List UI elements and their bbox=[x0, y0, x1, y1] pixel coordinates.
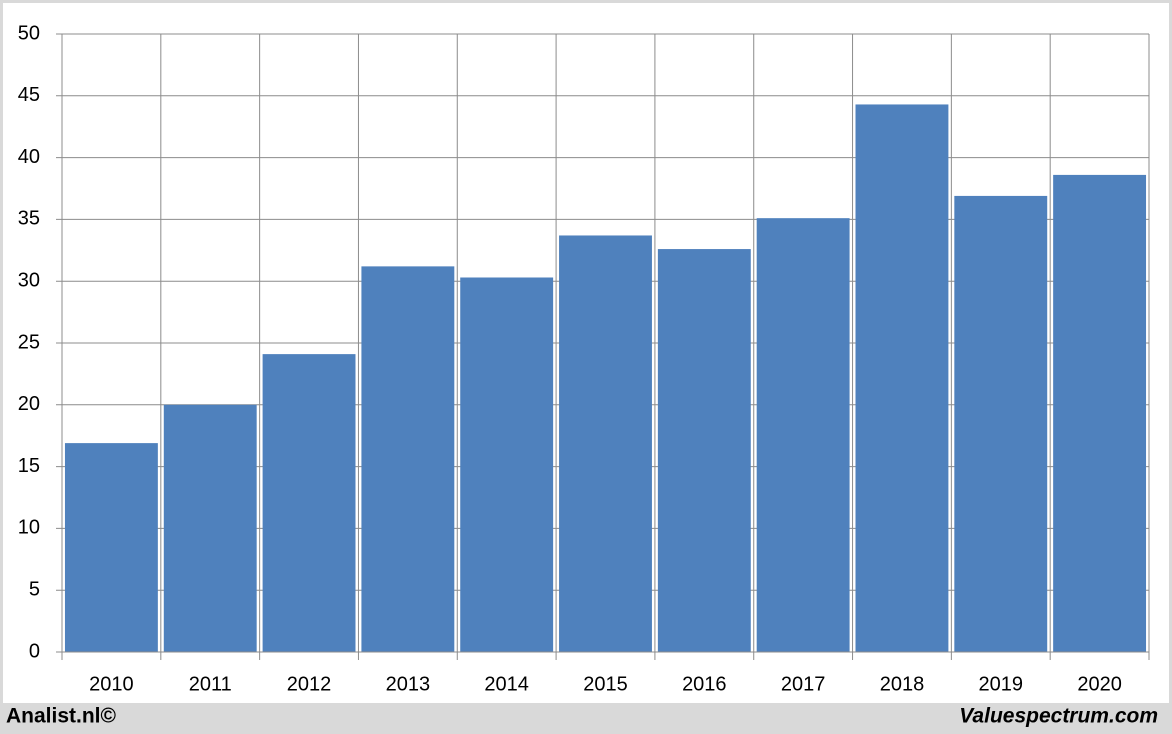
y-tick-label: 20 bbox=[18, 393, 40, 415]
footer-left: Analist.nl© bbox=[6, 705, 117, 728]
bar bbox=[855, 104, 949, 652]
y-tick-label: 25 bbox=[18, 331, 40, 353]
x-tick-label: 2017 bbox=[781, 673, 826, 695]
x-tick-label: 2010 bbox=[89, 673, 134, 695]
bar bbox=[460, 277, 554, 652]
bar bbox=[954, 195, 1048, 652]
y-tick-label: 5 bbox=[29, 578, 40, 600]
bar bbox=[756, 218, 850, 652]
y-tick-label: 45 bbox=[18, 84, 40, 106]
footer-right: Valuespectrum.com bbox=[959, 705, 1158, 728]
x-tick-label: 2018 bbox=[880, 673, 925, 695]
y-tick-label: 50 bbox=[18, 22, 40, 44]
bar bbox=[361, 266, 455, 652]
x-tick-label: 2012 bbox=[287, 673, 332, 695]
bar bbox=[559, 235, 652, 652]
y-tick-label: 10 bbox=[18, 517, 40, 539]
x-tick-label: 2013 bbox=[386, 673, 431, 695]
y-tick-label: 35 bbox=[18, 208, 40, 230]
y-tick-label: 40 bbox=[18, 146, 40, 168]
x-tick-label: 2019 bbox=[979, 673, 1024, 695]
x-tick-label: 2014 bbox=[484, 673, 529, 695]
y-tick-label: 30 bbox=[18, 269, 40, 291]
bar bbox=[163, 404, 257, 652]
bar bbox=[1053, 174, 1147, 653]
x-tick-label: 2020 bbox=[1077, 673, 1122, 695]
bar bbox=[64, 443, 158, 652]
x-tick-label: 2011 bbox=[189, 673, 232, 695]
bar bbox=[657, 249, 751, 652]
bar bbox=[262, 354, 356, 652]
x-tick-label: 2015 bbox=[583, 673, 628, 695]
x-tick-label: 2016 bbox=[682, 673, 727, 695]
y-tick-label: 0 bbox=[29, 640, 40, 662]
y-tick-label: 15 bbox=[18, 455, 40, 477]
